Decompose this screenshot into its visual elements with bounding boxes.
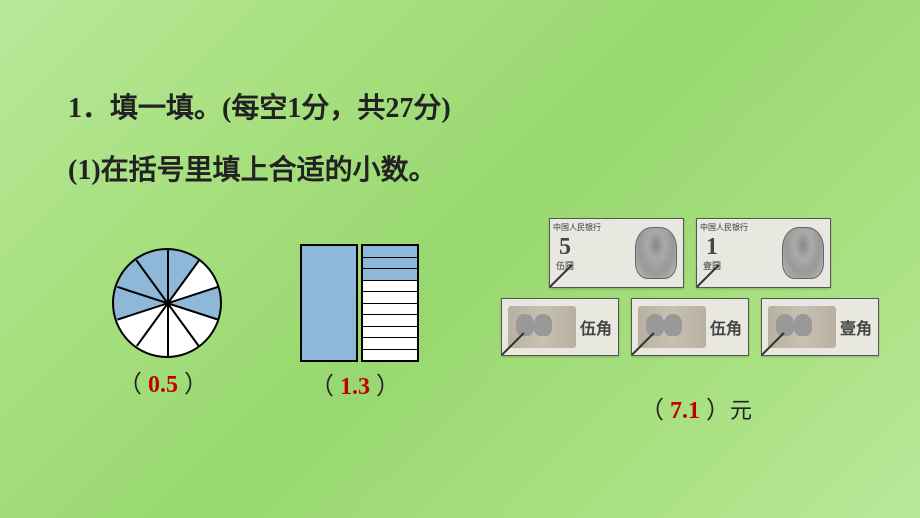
portrait-icon [638,306,706,348]
q-number: 1． [68,93,110,124]
money-row-2: 伍角 伍角 壹角 [500,298,880,356]
paren-open: （ [640,398,664,424]
rect-diagram [300,244,419,362]
paren-close: ） [706,398,730,424]
money-diagram: 中国人民银行 5 伍圆 中国人民银行 1 壹圆 伍角 伍角 [500,218,880,366]
strip [363,327,417,339]
paren-close: ） [184,372,208,398]
answer-3-value: 7.1 [670,398,700,424]
bill-5jiao: 伍角 [631,298,749,356]
strip [363,246,417,258]
sub-number: (1) [68,155,101,186]
bill-5jiao: 伍角 [501,298,619,356]
bill-cn: 伍角 [710,315,742,339]
bill-cn: 壹角 [840,315,872,339]
rect-full [300,244,358,362]
answer-2: （ 1.3 ） [310,366,400,401]
bill-1jiao: 壹角 [761,298,879,356]
portrait-icon [782,227,824,279]
strip [363,258,417,270]
bill-num: 1 [706,235,718,259]
sub-text: 在括号里填上合适的小数。 [101,155,437,186]
strip [363,292,417,304]
strip [363,350,417,361]
portrait-icon [635,227,677,279]
paren-close: ） [376,374,400,400]
pie-chart [112,248,222,358]
bill-5yuan: 中国人民银行 5 伍圆 [549,218,684,288]
bill-cn: 伍角 [580,315,612,339]
q-scoring: (每空1分，共27分) [222,93,451,124]
paren-open: （ [118,372,142,398]
answer-3-unit: 元 [730,398,752,423]
bill-1yuan: 中国人民银行 1 壹圆 [696,218,831,288]
paren-open: （ [310,374,334,400]
strip [363,315,417,327]
answer-2-value: 1.3 [340,374,370,400]
strip [363,304,417,316]
question-line-2: (1)在括号里填上合适的小数。 [68,148,437,188]
q-title: 填一填。 [110,93,222,124]
answer-3: （ 7.1 ）元 [640,390,752,425]
question-line-1: 1．填一填。(每空1分，共27分) [68,86,451,126]
strip [363,338,417,350]
strip [363,281,417,293]
answer-1: （ 0.5 ） [118,364,208,399]
bank-label: 中国人民银行 [700,222,748,233]
answer-1-value: 0.5 [148,372,178,398]
bank-label: 中国人民银行 [553,222,601,233]
rect-strips [361,244,419,362]
portrait-icon [768,306,836,348]
money-row-1: 中国人民银行 5 伍圆 中国人民银行 1 壹圆 [500,218,880,288]
portrait-icon [508,306,576,348]
bill-num: 5 [559,235,571,259]
strip [363,269,417,281]
